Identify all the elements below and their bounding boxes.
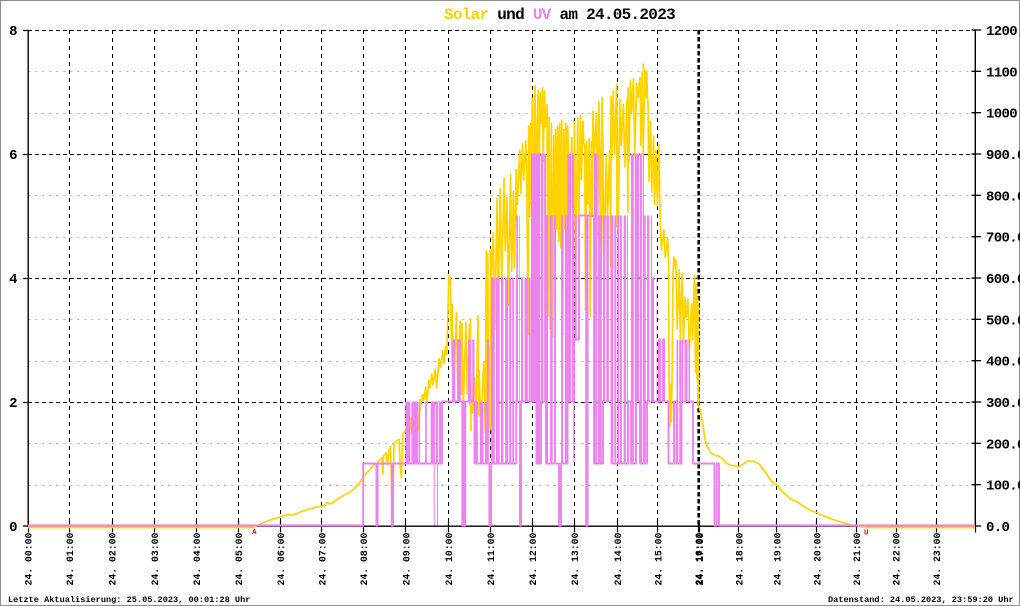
svg-text:24. 23:00: 24. 23:00 (932, 532, 943, 585)
svg-text:1100: 1100 (986, 65, 1017, 81)
svg-text:300.0: 300.0 (986, 396, 1020, 412)
svg-text:24. 19:00: 24. 19:00 (773, 532, 784, 585)
svg-text:Letzte Aktualisierung: 25.05.2: Letzte Aktualisierung: 25.05.2023, 00:01… (8, 595, 250, 605)
svg-text:24. 21:00: 24. 21:00 (852, 532, 863, 585)
svg-text:24. 02:00: 24. 02:00 (108, 532, 119, 585)
svg-text:24. 12:00: 24. 12:00 (528, 532, 539, 585)
svg-text:24. 15:00: 24. 15:00 (653, 532, 664, 585)
svg-text:Datenstand: 24.05.2023, 23:59:: Datenstand: 24.05.2023, 23:59:20 Uhr (828, 595, 1014, 605)
svg-text:24. 03:00: 24. 03:00 (150, 532, 161, 585)
svg-text:1000: 1000 (986, 107, 1017, 123)
svg-text:2: 2 (9, 396, 17, 412)
svg-text:24. 00:00: 24. 00:00 (24, 532, 35, 585)
svg-text:100.0: 100.0 (986, 479, 1020, 495)
svg-text:900.0: 900.0 (986, 148, 1020, 164)
svg-text:24. 22:00: 24. 22:00 (892, 532, 903, 585)
svg-text:4: 4 (9, 272, 17, 288)
svg-text:24. 04:00: 24. 04:00 (192, 532, 203, 585)
svg-text:U: U (864, 530, 869, 538)
svg-text:500.0: 500.0 (986, 313, 1020, 329)
svg-text:24. 08:00: 24. 08:00 (359, 532, 370, 585)
svg-text:24. 01:00: 24. 01:00 (65, 532, 76, 585)
svg-text:24. 11:00: 24. 11:00 (486, 532, 497, 585)
svg-text:Solar und UV am 24.05.2023: Solar und UV am 24.05.2023 (444, 6, 675, 24)
svg-text:24. 05:00: 24. 05:00 (234, 532, 245, 585)
svg-text:200.0: 200.0 (986, 437, 1020, 453)
svg-text:600.0: 600.0 (986, 272, 1020, 288)
svg-text:24. 20:00: 24. 20:00 (813, 532, 824, 585)
svg-text:24. 16:00: 24. 16:00 (694, 532, 705, 585)
svg-text:24. 09:00: 24. 09:00 (401, 532, 412, 585)
svg-text:8: 8 (9, 24, 17, 40)
svg-text:24. 10:00: 24. 10:00 (444, 532, 455, 585)
svg-text:24. 18:00: 24. 18:00 (735, 532, 746, 585)
svg-text:24. 07:00: 24. 07:00 (317, 532, 328, 585)
svg-text:1200: 1200 (986, 24, 1017, 40)
svg-text:0: 0 (9, 520, 17, 536)
svg-text:24. 17:00: 24. 17:00 (695, 532, 706, 585)
svg-text:24. 14:00: 24. 14:00 (613, 532, 624, 585)
svg-text:24. 06:00: 24. 06:00 (276, 532, 287, 585)
svg-text:700.0: 700.0 (986, 231, 1020, 247)
svg-text:0.0: 0.0 (986, 520, 1010, 536)
svg-text:800.0: 800.0 (986, 189, 1020, 205)
svg-text:400.0: 400.0 (986, 355, 1020, 371)
svg-text:24. 13:00: 24. 13:00 (570, 532, 581, 585)
svg-text:A: A (252, 529, 257, 537)
svg-text:6: 6 (9, 148, 17, 164)
